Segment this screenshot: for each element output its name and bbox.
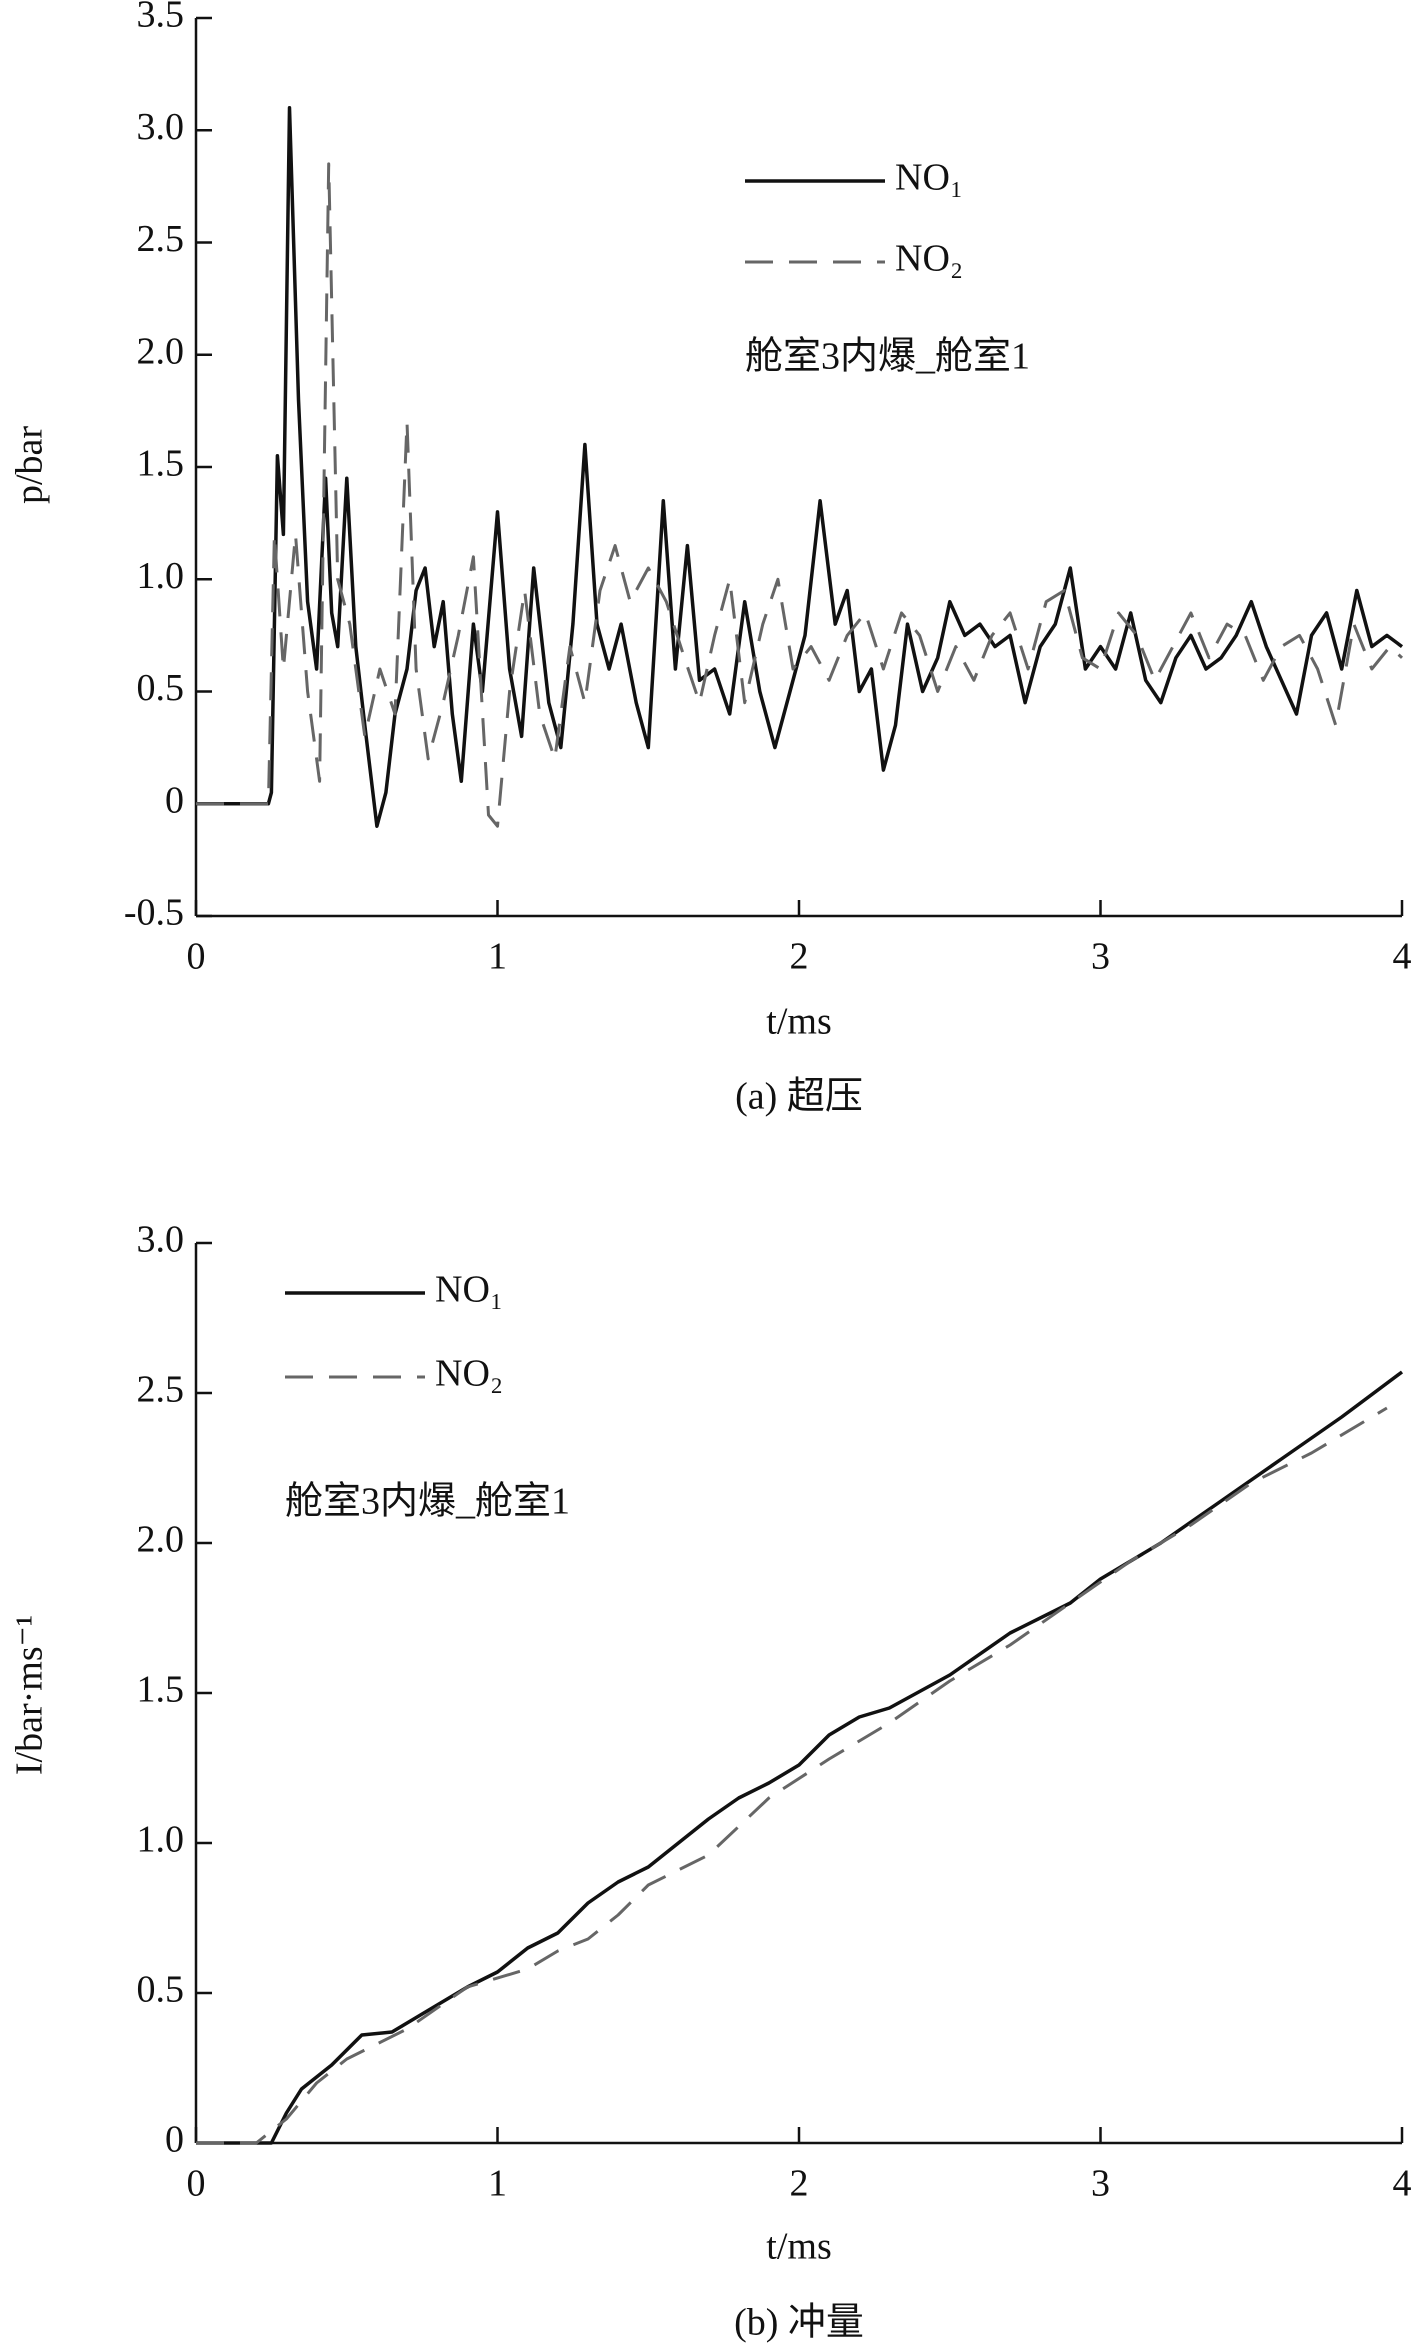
y-tick-label: 0	[165, 779, 184, 821]
x-tick-label: 0	[187, 2163, 206, 2205]
y-tick-label: 0	[165, 2119, 184, 2161]
legend-label: NO₂	[435, 1353, 503, 1395]
y-tick-label: 2.0	[137, 1519, 185, 1561]
annotation: 舱室3内爆_舱室1	[745, 336, 1030, 378]
y-tick-label: 2.5	[137, 1369, 185, 1411]
legend-label: NO₁	[895, 157, 963, 199]
y-tick-label: 3.5	[137, 0, 185, 36]
plot-frame	[196, 18, 1402, 916]
x-tick-label: 1	[488, 2163, 507, 2205]
x-axis-label: t/ms	[766, 2226, 831, 2268]
x-tick-label: 0	[187, 936, 206, 978]
legend-label: NO₂	[895, 238, 963, 280]
caption: (b) 冲量	[734, 2302, 864, 2344]
x-tick-label: 3	[1091, 936, 1110, 978]
x-tick-label: 1	[488, 936, 507, 978]
y-tick-label: 0.5	[137, 667, 185, 709]
y-tick-label: 1.0	[137, 1819, 185, 1861]
y-tick-label: 2.0	[137, 330, 185, 372]
series-line	[196, 1370, 1404, 2145]
x-tick-label: 3	[1091, 2163, 1110, 2205]
series-line	[196, 106, 1404, 828]
x-tick-label: 4	[1393, 2163, 1412, 2205]
y-axis-label: p/bar	[9, 426, 51, 504]
y-tick-label: 1.0	[137, 555, 185, 597]
y-tick-label: 2.5	[137, 218, 185, 260]
caption: (a) 超压	[735, 1076, 863, 1118]
y-tick-label: -0.5	[124, 892, 184, 934]
x-tick-label: 2	[790, 2163, 809, 2205]
y-axis-label: I/bar·ms⁻¹	[9, 1615, 51, 1775]
x-tick-label: 2	[790, 936, 809, 978]
series-line	[196, 162, 1404, 828]
x-axis-label: t/ms	[766, 1001, 831, 1043]
series-line	[196, 1406, 1388, 2145]
y-tick-label: 0.5	[137, 1969, 185, 2011]
y-tick-label: 1.5	[137, 443, 185, 485]
y-tick-label: 1.5	[137, 1669, 185, 1711]
legend-label: NO₁	[435, 1269, 503, 1311]
y-tick-label: 3.0	[137, 1219, 185, 1261]
y-tick-label: 3.0	[137, 106, 185, 148]
annotation: 舱室3内爆_舱室1	[285, 1481, 570, 1523]
x-tick-label: 4	[1393, 936, 1412, 978]
